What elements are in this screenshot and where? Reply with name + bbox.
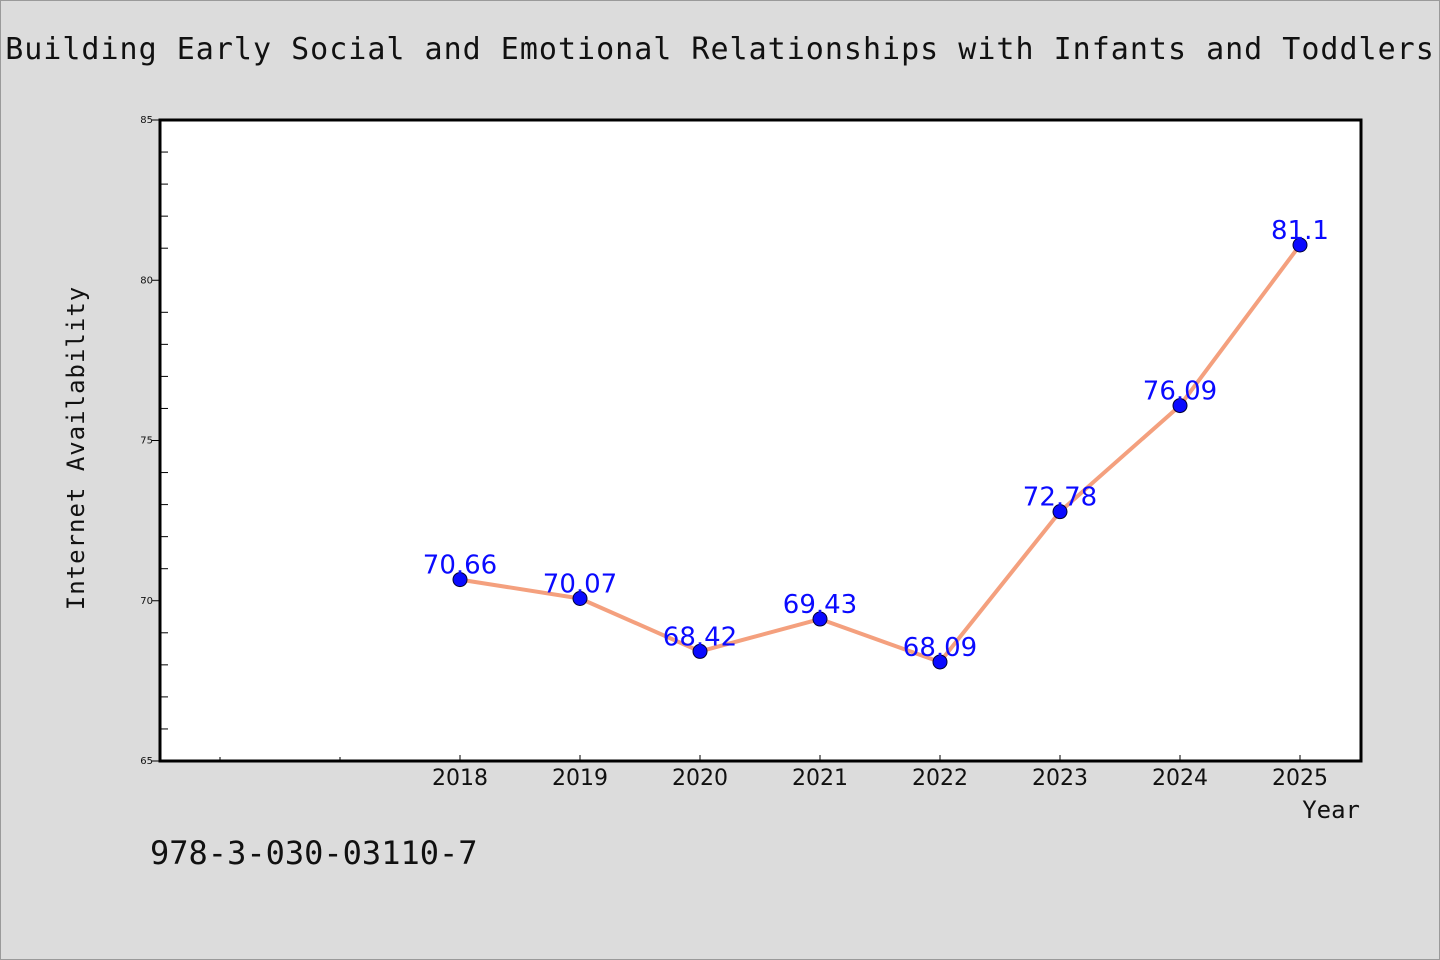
footer-code: 978-3-030-03110-7 (150, 834, 478, 872)
data-point (452, 572, 468, 588)
series-line (458, 242, 1302, 664)
data-point (572, 591, 588, 607)
data-label: 72.78 (1023, 483, 1097, 513)
y-tick-label: 65 (140, 756, 153, 767)
x-tick-label: 2024 (1152, 766, 1208, 791)
data-point (1052, 504, 1068, 520)
x-tick-label: 2019 (552, 766, 608, 791)
y-tick-label: 75 (140, 436, 153, 447)
x-tick-label: 2023 (1032, 766, 1088, 791)
data-point (1292, 237, 1308, 253)
data-label: 81.1 (1271, 216, 1329, 246)
x-axis-label: Year (1302, 796, 1360, 824)
y-tick-label: 70 (140, 596, 153, 607)
plot-area (160, 120, 1361, 761)
x-tick-label: 2020 (672, 766, 728, 791)
data-label: 68.42 (663, 622, 737, 652)
data-label: 70.66 (423, 551, 497, 581)
data-point (932, 654, 948, 670)
chart-title: Building Early Social and Emotional Rela… (5, 32, 1435, 67)
x-tick-label: 2022 (912, 766, 968, 791)
y-tick-label: 85 (140, 115, 153, 126)
data-label: 69.43 (783, 590, 857, 620)
data-point (1172, 398, 1188, 414)
data-point (812, 611, 828, 627)
plot-border (158, 118, 1363, 763)
data-label: 68.09 (903, 633, 977, 663)
y-tick-label: 80 (140, 275, 153, 286)
x-tick-label: 2021 (792, 766, 848, 791)
data-point (692, 643, 708, 659)
x-tick-label: 2025 (1272, 766, 1328, 791)
data-label: 76.09 (1143, 377, 1217, 407)
x-tick-label: 2018 (432, 766, 488, 791)
data-label: 70.07 (543, 570, 617, 600)
